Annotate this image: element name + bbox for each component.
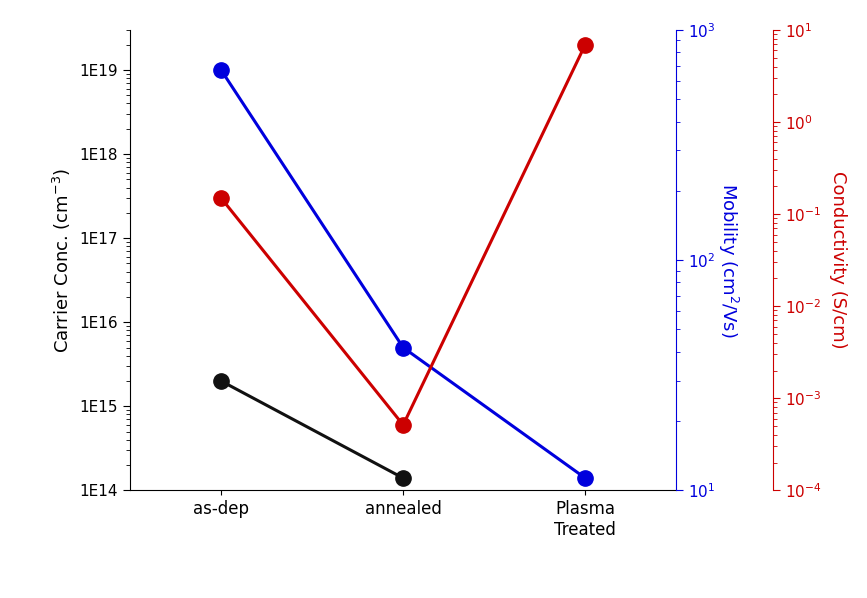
Y-axis label: Carrier Conc. (cm$^{-3}$): Carrier Conc. (cm$^{-3}$) [50,167,73,353]
Y-axis label: Conductivity (S/cm): Conductivity (S/cm) [829,171,847,349]
Y-axis label: Mobility (cm$^2$/Vs): Mobility (cm$^2$/Vs) [716,183,740,337]
